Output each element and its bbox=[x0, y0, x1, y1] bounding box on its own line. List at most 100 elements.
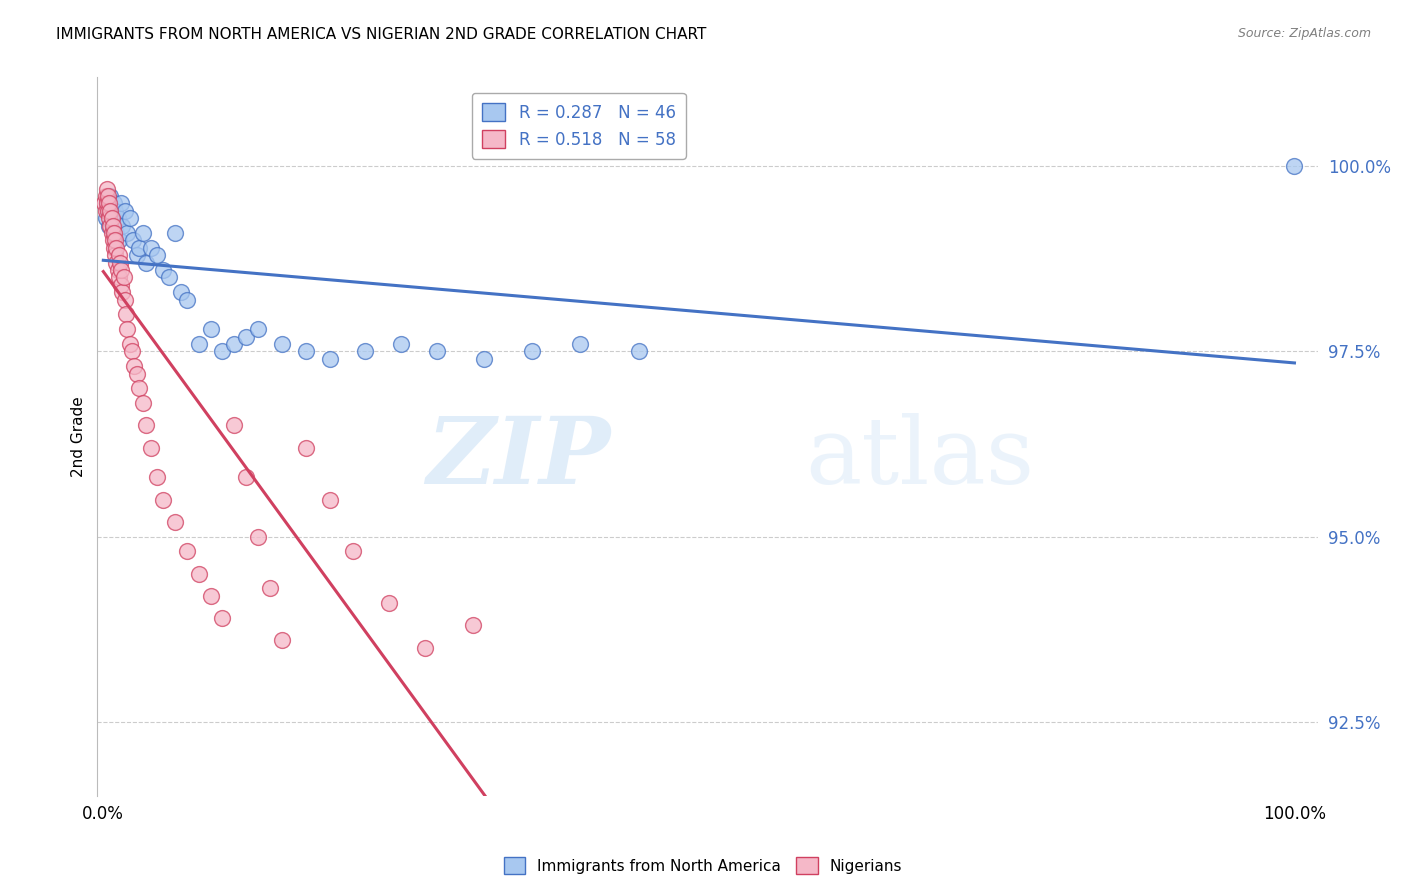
Text: atlas: atlas bbox=[806, 413, 1035, 503]
Point bbox=[131, 226, 153, 240]
Point bbox=[318, 351, 340, 366]
Point bbox=[224, 337, 246, 351]
Point bbox=[271, 633, 294, 648]
Point bbox=[294, 344, 316, 359]
Point bbox=[128, 381, 150, 395]
Point bbox=[128, 241, 150, 255]
Point bbox=[520, 344, 543, 359]
Point bbox=[107, 248, 129, 262]
Point bbox=[318, 492, 340, 507]
Point bbox=[100, 226, 122, 240]
Point bbox=[101, 211, 124, 226]
Point bbox=[135, 255, 157, 269]
Point bbox=[111, 285, 134, 300]
Point bbox=[105, 226, 128, 240]
Point bbox=[103, 226, 125, 240]
Point bbox=[389, 337, 412, 351]
Point bbox=[235, 470, 257, 484]
Point bbox=[98, 211, 121, 226]
Point bbox=[294, 441, 316, 455]
Point bbox=[101, 219, 124, 233]
Point bbox=[105, 241, 128, 255]
Point bbox=[200, 322, 222, 336]
Point bbox=[115, 226, 138, 240]
Point bbox=[110, 196, 132, 211]
Point bbox=[112, 270, 135, 285]
Point bbox=[146, 470, 169, 484]
Point bbox=[211, 344, 233, 359]
Point bbox=[103, 241, 125, 255]
Point bbox=[100, 219, 122, 233]
Point bbox=[107, 270, 129, 285]
Point bbox=[118, 211, 141, 226]
Point bbox=[98, 196, 121, 211]
Point bbox=[94, 189, 117, 203]
Text: Source: ZipAtlas.com: Source: ZipAtlas.com bbox=[1237, 27, 1371, 40]
Point bbox=[96, 181, 118, 195]
Point bbox=[247, 530, 270, 544]
Point bbox=[100, 203, 122, 218]
Point bbox=[122, 233, 145, 247]
Point bbox=[121, 344, 143, 359]
Point bbox=[100, 203, 122, 218]
Point bbox=[94, 211, 117, 226]
Point bbox=[103, 196, 125, 211]
Point bbox=[170, 285, 193, 300]
Point bbox=[100, 189, 122, 203]
Point bbox=[163, 515, 186, 529]
Point bbox=[108, 255, 131, 269]
Point bbox=[342, 544, 364, 558]
Point bbox=[96, 196, 118, 211]
Point bbox=[139, 241, 162, 255]
Point bbox=[107, 211, 129, 226]
Y-axis label: 2nd Grade: 2nd Grade bbox=[72, 396, 86, 477]
Point bbox=[107, 233, 129, 247]
Point bbox=[96, 196, 118, 211]
Point bbox=[124, 359, 146, 374]
Point bbox=[104, 248, 127, 262]
Point bbox=[176, 544, 198, 558]
Point bbox=[176, 293, 198, 307]
Point bbox=[131, 396, 153, 410]
Point bbox=[94, 203, 117, 218]
Legend: R = 0.287   N = 46, R = 0.518   N = 58: R = 0.287 N = 46, R = 0.518 N = 58 bbox=[472, 93, 686, 159]
Point bbox=[97, 189, 120, 203]
Point bbox=[139, 441, 162, 455]
Point bbox=[101, 233, 124, 247]
Text: ZIP: ZIP bbox=[426, 413, 610, 503]
Point bbox=[426, 344, 449, 359]
Point bbox=[115, 322, 138, 336]
Legend: Immigrants from North America, Nigerians: Immigrants from North America, Nigerians bbox=[498, 851, 908, 880]
Point bbox=[628, 344, 651, 359]
Point bbox=[157, 270, 180, 285]
Point bbox=[118, 337, 141, 351]
Point bbox=[474, 351, 496, 366]
Point bbox=[125, 367, 148, 381]
Text: IMMIGRANTS FROM NORTH AMERICA VS NIGERIAN 2ND GRADE CORRELATION CHART: IMMIGRANTS FROM NORTH AMERICA VS NIGERIA… bbox=[56, 27, 707, 42]
Point bbox=[104, 233, 127, 247]
Point bbox=[93, 196, 115, 211]
Point bbox=[200, 589, 222, 603]
Point bbox=[152, 263, 174, 277]
Point bbox=[413, 640, 436, 655]
Point bbox=[1284, 159, 1306, 173]
Point bbox=[378, 596, 401, 610]
Point bbox=[111, 219, 134, 233]
Point bbox=[107, 263, 129, 277]
Point bbox=[114, 203, 136, 218]
Point bbox=[247, 322, 270, 336]
Point bbox=[187, 566, 209, 581]
Point bbox=[211, 611, 233, 625]
Point bbox=[568, 337, 591, 351]
Point bbox=[110, 263, 132, 277]
Point bbox=[146, 248, 169, 262]
Point bbox=[114, 293, 136, 307]
Point bbox=[461, 618, 484, 632]
Point bbox=[105, 255, 128, 269]
Point bbox=[125, 248, 148, 262]
Point bbox=[115, 307, 138, 321]
Point bbox=[97, 203, 120, 218]
Point bbox=[135, 418, 157, 433]
Point bbox=[98, 219, 121, 233]
Point bbox=[110, 277, 132, 292]
